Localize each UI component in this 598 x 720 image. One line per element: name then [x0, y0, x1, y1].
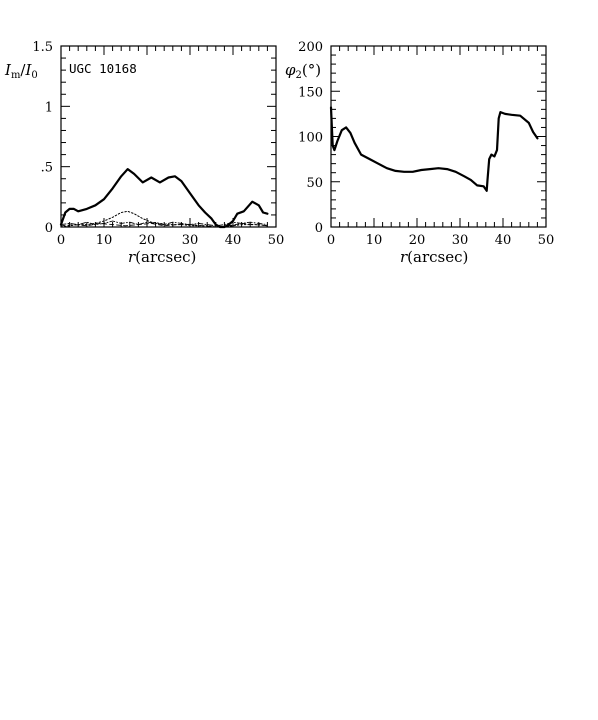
- right-data-series: [329, 106, 539, 192]
- x-tick-label: 30: [182, 233, 199, 248]
- x-tick-label: 50: [538, 233, 555, 248]
- right-xlabel-unit: (arcsec): [407, 248, 468, 266]
- y-tick-label: .5: [41, 161, 53, 176]
- x-tick-label: 0: [57, 233, 65, 248]
- left-ylabel-main2: I: [24, 61, 32, 79]
- right-tick-marks: [330, 45, 547, 228]
- right-xlabel-var: r: [400, 248, 408, 266]
- x-tick-label: 20: [409, 233, 426, 248]
- left-tick-labels: 0 10 20 30 40 50 0 .5 1 1.5: [32, 40, 284, 248]
- x-tick-label: 40: [495, 233, 512, 248]
- x-tick-label: 40: [225, 233, 242, 248]
- x-tick-label: 30: [452, 233, 469, 248]
- left-xlabel-var: r: [128, 248, 136, 266]
- left-ylabel-sep: /: [20, 61, 26, 79]
- right-tick-labels: 0 10 20 30 40 50 0 50 100 150 200: [298, 40, 554, 248]
- x-tick-label: 20: [139, 233, 156, 248]
- left-plot-frame: [60, 45, 277, 228]
- series-line-solid: [329, 106, 539, 192]
- series-line-dotted: [60, 210, 268, 228]
- x-tick-label: 50: [268, 233, 285, 248]
- left-xlabel-unit: (arcsec): [135, 248, 196, 266]
- right-ylabel-unit: (°): [302, 61, 321, 79]
- y-tick-label: 0: [315, 221, 323, 236]
- left-panel-intensity-ratio: 0 10 20 30 40 500.511.5 UGC 10168 Im/I0 r(arc…: [4, 40, 284, 266]
- right-ylabel-sub: 2: [296, 70, 302, 81]
- series-line-dash-dot: [60, 220, 268, 227]
- x-tick-label: 10: [366, 233, 383, 248]
- left-data-series: [59, 168, 269, 229]
- y-tick-label: 1: [45, 100, 53, 115]
- series-line-solid: [59, 168, 269, 229]
- galaxy-name-label: UGC 10168: [69, 61, 137, 76]
- series-line-dashed: [60, 222, 268, 228]
- figure: 0 10 20 30 40 500.511.5 UGC 10168 Im/I0 r(arc…: [4, 40, 554, 266]
- y-tick-label: 150: [298, 85, 323, 100]
- y-tick-label: 200: [298, 40, 323, 55]
- y-tick-label: 50: [306, 176, 323, 191]
- x-tick-label: 0: [327, 233, 335, 248]
- y-tick-label: 100: [298, 131, 323, 146]
- x-tick-label: 10: [96, 233, 113, 248]
- left-x-axis-label: r(arcsec): [128, 248, 196, 266]
- left-ylabel-sub2: 0: [31, 70, 37, 81]
- y-tick-label: 0: [45, 221, 53, 236]
- y-tick-label: 1.5: [32, 40, 53, 55]
- left-y-axis-label: Im/I0: [4, 61, 38, 81]
- left-ylabel-main: I: [4, 61, 12, 79]
- right-ylabel-main: φ: [285, 61, 296, 79]
- right-panel-phase-angle: 0 10 20 30 40 50 0 50 100 150 200 φ2(°) r(arcsec): [285, 40, 554, 266]
- left-ylabel-sub1: m: [11, 70, 21, 81]
- right-y-axis-label: φ2(°): [285, 61, 321, 81]
- right-x-axis-label: r(arcsec): [400, 248, 468, 266]
- right-plot-frame: [330, 45, 547, 228]
